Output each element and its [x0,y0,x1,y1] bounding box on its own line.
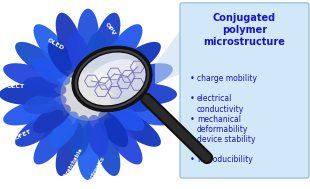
Text: •: • [190,74,195,83]
Ellipse shape [109,75,153,96]
Ellipse shape [15,42,64,79]
Ellipse shape [48,41,78,78]
Ellipse shape [33,118,72,164]
Ellipse shape [3,99,59,125]
Ellipse shape [60,68,116,121]
Ellipse shape [105,56,143,84]
Ellipse shape [110,91,153,112]
Text: electrical
conductivity: electrical conductivity [197,94,244,114]
FancyBboxPatch shape [180,3,309,178]
Ellipse shape [119,84,177,105]
Text: OPV: OPV [104,21,116,36]
Ellipse shape [104,118,143,164]
Text: •: • [190,135,195,144]
Text: electronics: electronics [86,156,106,187]
Polygon shape [155,24,185,84]
Ellipse shape [3,63,59,90]
Text: OFET: OFET [14,129,32,141]
Text: charge mobility: charge mobility [197,74,257,83]
Ellipse shape [117,99,173,125]
Ellipse shape [70,115,91,157]
Text: Stretchable: Stretchable [62,147,84,180]
Text: Conjugated
polymer
microstructure: Conjugated polymer microstructure [204,12,286,47]
Ellipse shape [75,49,149,109]
Ellipse shape [117,63,173,90]
Text: OECT: OECT [7,84,25,89]
Ellipse shape [56,122,83,176]
Text: •: • [190,115,195,124]
Ellipse shape [32,58,70,86]
Text: reproducibility: reproducibility [197,155,253,164]
Ellipse shape [15,110,64,147]
Ellipse shape [97,40,126,77]
Ellipse shape [77,124,99,180]
Text: mechanical
deformability: mechanical deformability [197,115,248,134]
Ellipse shape [93,13,120,66]
Ellipse shape [87,115,108,156]
Ellipse shape [106,103,144,131]
Ellipse shape [77,9,99,64]
Ellipse shape [33,104,71,133]
Text: •: • [190,155,195,164]
Ellipse shape [33,24,72,71]
Ellipse shape [23,77,66,97]
Ellipse shape [56,13,83,66]
Ellipse shape [112,110,161,147]
Ellipse shape [98,111,128,147]
Ellipse shape [24,93,67,114]
Ellipse shape [50,112,79,149]
Text: OLED: OLED [46,37,65,51]
Text: •: • [190,94,195,103]
Ellipse shape [0,84,57,105]
Ellipse shape [93,122,120,176]
Ellipse shape [92,59,136,83]
Ellipse shape [112,42,161,79]
Text: device stability: device stability [197,135,255,144]
Ellipse shape [104,24,143,71]
Ellipse shape [85,32,106,74]
Ellipse shape [68,32,89,74]
